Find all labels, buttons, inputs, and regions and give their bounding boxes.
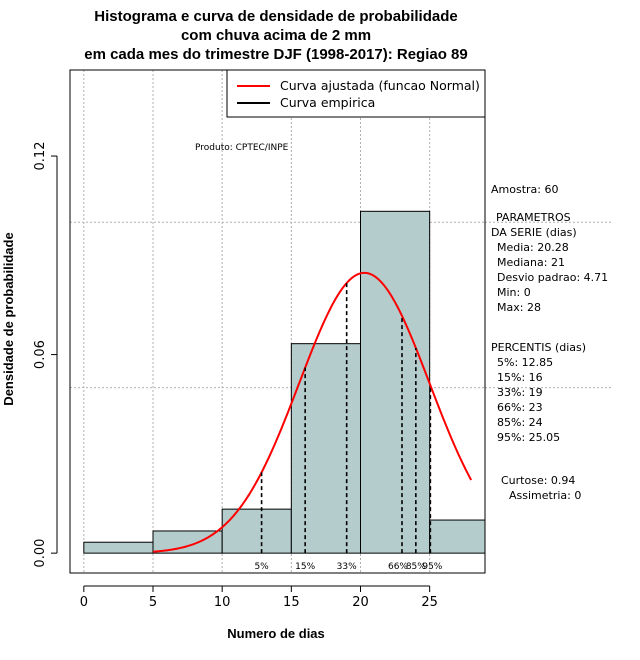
x-axis: 0 5 10 15 20 25 bbox=[80, 585, 438, 610]
param-min: Min: 0 bbox=[497, 286, 531, 299]
chart-title-line-2: com chuva acima de 2 mm bbox=[181, 27, 371, 44]
percentil-95: 95%: 25.05 bbox=[497, 431, 560, 444]
param-max: Max: 28 bbox=[497, 301, 541, 314]
percentil-5: 5%: 12.85 bbox=[497, 356, 553, 369]
y-axis-label: Densidade de probabilidade bbox=[1, 232, 16, 405]
x-tick-label: 10 bbox=[214, 595, 231, 610]
percentile-label: 85% bbox=[406, 562, 426, 572]
chart-title-line-3: em cada mes do trimestre DJF (1998-2017)… bbox=[84, 46, 468, 63]
percentil-33: 33%: 19 bbox=[497, 386, 543, 399]
histogram-bar bbox=[83, 541, 154, 554]
x-tick-label: 15 bbox=[283, 595, 300, 610]
percentile-label: 66% bbox=[388, 562, 408, 572]
y-tick-label: 0.00 bbox=[33, 539, 48, 568]
params-subtitle: DA SERIE (dias) bbox=[491, 226, 577, 239]
y-tick-label: 0.12 bbox=[33, 142, 48, 171]
percentil-66: 66%: 23 bbox=[497, 401, 543, 414]
legend-label-fit: Curva ajustada (funcao Normal) bbox=[280, 78, 480, 93]
histogram-bars bbox=[83, 210, 486, 554]
percentile-label: 15% bbox=[295, 562, 315, 572]
params-title: PARAMETROS bbox=[496, 211, 571, 224]
percentis-title: PERCENTIS (dias) bbox=[491, 341, 586, 354]
y-tick-label: 0.06 bbox=[33, 340, 48, 369]
legend-box bbox=[226, 69, 486, 118]
stats-panel: Amostra: 60 PARAMETROS DA SERIE (dias) M… bbox=[491, 183, 608, 502]
percentil-15: 15%: 16 bbox=[497, 371, 543, 384]
x-tick-label: 25 bbox=[421, 595, 438, 610]
y-axis: 0.00 0.06 0.12 bbox=[33, 142, 58, 568]
percentile-label: 33% bbox=[337, 562, 357, 572]
percentile-lines: 5% 15% 33% 66%85%95% bbox=[254, 283, 443, 572]
chart-title-line-1: Histograma e curva de densidade de proba… bbox=[94, 8, 457, 25]
legend: Curva ajustada (funcao Normal) Curva emp… bbox=[226, 69, 486, 118]
param-media: Media: 20.28 bbox=[497, 241, 569, 254]
percentil-85: 85%: 24 bbox=[497, 416, 543, 429]
sample-size: Amostra: 60 bbox=[491, 183, 558, 196]
histogram-bar bbox=[360, 210, 431, 554]
x-axis-label: Numero de dias bbox=[227, 626, 325, 641]
param-mediana: Mediana: 21 bbox=[497, 256, 565, 269]
percentile-label: 95% bbox=[422, 562, 442, 572]
x-tick-label: 5 bbox=[149, 595, 157, 610]
x-tick-label: 20 bbox=[352, 595, 369, 610]
x-tick-label: 0 bbox=[80, 595, 88, 610]
product-annotation: Produto: CPTEC/INPE bbox=[195, 143, 289, 153]
curtose: Curtose: 0.94 bbox=[501, 474, 575, 487]
assimetria: Assimetria: 0 bbox=[509, 489, 581, 502]
histogram-bar bbox=[429, 519, 486, 554]
normal-fit-curve bbox=[152, 271, 473, 553]
param-desvio: Desvio padrao: 4.71 bbox=[497, 271, 608, 284]
percentile-label: 5% bbox=[254, 562, 269, 572]
legend-label-empirical: Curva empirica bbox=[280, 95, 375, 110]
